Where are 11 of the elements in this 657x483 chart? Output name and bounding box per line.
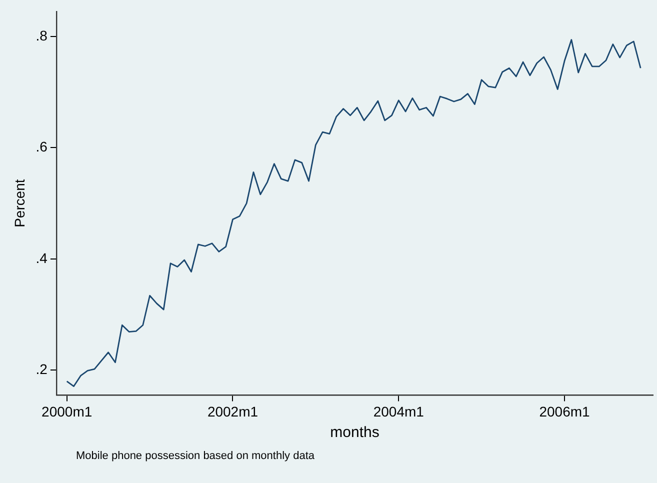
text: Mobile phone possession based on monthly data — [76, 450, 314, 462]
y-tick-label: .6 — [36, 138, 48, 155]
x-axis-title: months — [330, 424, 380, 442]
y-tick-label: .8 — [36, 27, 48, 44]
x-tick-label: 2000m1 — [42, 403, 92, 420]
x-tick-label: 2006m1 — [539, 403, 590, 420]
x-tick-label: 2002m1 — [207, 403, 258, 420]
y-axis-title: Percent — [11, 179, 28, 228]
y-tick-label: .2 — [36, 361, 48, 378]
x-tick-label: 2004m1 — [373, 403, 424, 420]
y-tick-label: .4 — [36, 250, 48, 266]
